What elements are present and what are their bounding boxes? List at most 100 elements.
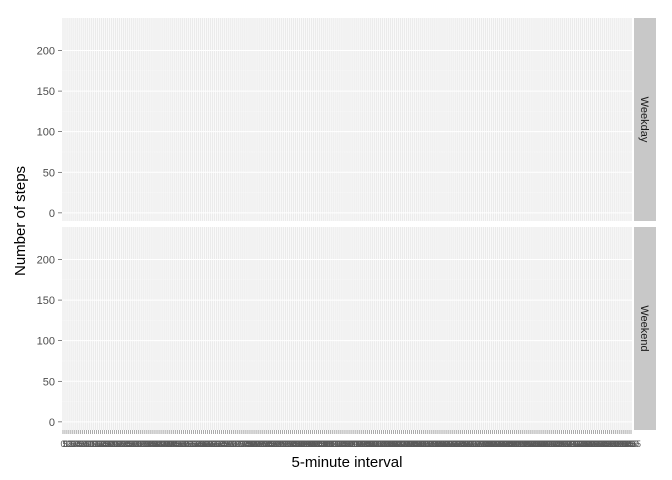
- y-tick-label: 100: [37, 336, 55, 348]
- x-tick-label: 145: [97, 439, 112, 449]
- x-tick-label: 1440: [401, 439, 421, 449]
- panel-background-weekend: [62, 227, 632, 430]
- x-tick-label: 25: [68, 439, 78, 449]
- x-tick-label: 1525: [419, 439, 439, 449]
- x-tick-label: 255: [125, 439, 140, 449]
- y-tick-label: 100: [37, 127, 55, 139]
- y-axis-title: Number of steps: [12, 166, 29, 276]
- x-tick-label: 620: [206, 439, 221, 449]
- x-tick-label: 2110: [556, 439, 575, 449]
- x-tick-label: 1840: [496, 439, 516, 449]
- x-tick-label: 2240: [591, 439, 611, 449]
- x-tick-label: 1500: [409, 439, 429, 449]
- x-tick-label: 515: [180, 439, 195, 449]
- x-tick-label: 1530: [421, 439, 441, 449]
- x-tick-label: 1550: [429, 439, 449, 449]
- x-tick-label: 2200: [575, 439, 595, 449]
- x-tick-label: 1245: [356, 439, 376, 449]
- x-tick-label: 2125: [562, 439, 582, 449]
- x-tick-label: 1010: [294, 439, 314, 449]
- x-tick-label: 1455: [407, 439, 427, 449]
- x-tick-label: 1925: [514, 439, 534, 449]
- x-tick-label: 1620: [441, 439, 461, 449]
- x-tick-label: 1145: [332, 439, 351, 449]
- x-tick-label: 2205: [577, 439, 597, 449]
- x-tick-label: 920: [277, 439, 292, 449]
- x-tick-label: 945: [287, 439, 302, 449]
- strip-weekend: [634, 227, 656, 430]
- x-tick-label: 1005: [292, 439, 312, 449]
- x-tick-label: 1640: [449, 439, 469, 449]
- x-tick-label: 530: [186, 439, 201, 449]
- x-tick-label: 105: [81, 439, 96, 449]
- x-tick-label: 1505: [411, 439, 431, 449]
- x-tick-label: 1610: [437, 439, 457, 449]
- x-tick-label: 500: [174, 439, 189, 449]
- x-tick-label: 615: [204, 439, 219, 449]
- x-tick-label: 1310: [366, 439, 386, 449]
- x-tick-label: 1825: [490, 439, 510, 449]
- x-tick-label: 1035: [304, 439, 324, 449]
- x-tick-label: 1830: [492, 439, 512, 449]
- x-tick-label: 1205: [340, 439, 360, 449]
- x-tick-label: 1815: [486, 439, 506, 449]
- x-tick-label: 1725: [467, 439, 487, 449]
- x-tick-label: 2355: [621, 439, 641, 449]
- x-tick-label: 940: [285, 439, 300, 449]
- x-tick-label: 1050: [310, 439, 330, 449]
- y-axes: 0 50 100 150 200 0 50 100 150 200: [37, 45, 62, 429]
- x-tick-label: 1600: [433, 439, 453, 449]
- x-tick-label: 1810: [484, 439, 504, 449]
- x-tick-label: 450: [170, 439, 185, 449]
- x-tick-label: 1510: [413, 439, 433, 449]
- x-tick-label: 1325: [372, 439, 392, 449]
- x-tick-label: 845: [263, 439, 278, 449]
- x-tick-label: 1115: [321, 439, 340, 449]
- x-tick-label: 120: [87, 439, 102, 449]
- x-tick-label: 2335: [613, 439, 633, 449]
- x-tick-label: 2145: [570, 439, 590, 449]
- y-tick-label: 0: [49, 208, 55, 220]
- x-tick-label: 1945: [522, 439, 542, 449]
- x-tick-label: 1515: [415, 439, 435, 449]
- x-tick-label: 510: [178, 439, 193, 449]
- x-tick-label: 2215: [581, 439, 601, 449]
- x-tick-label: 720: [230, 439, 245, 449]
- x-tick-label: 205: [105, 439, 120, 449]
- x-tick-label: 150: [99, 439, 114, 449]
- x-tick-label: 1710: [461, 439, 481, 449]
- x-tick-label: 1820: [488, 439, 508, 449]
- x-tick-label: 1110: [319, 439, 338, 449]
- x-tick-label: 1730: [469, 439, 489, 449]
- x-tick-label: 2330: [611, 439, 631, 449]
- x-tick-label: 1910: [508, 439, 528, 449]
- x-tick-label: 1635: [447, 439, 467, 449]
- x-tick-label: 15: [64, 439, 74, 449]
- x-tick-label: 1700: [457, 439, 477, 449]
- x-tick-label: 2350: [619, 439, 639, 449]
- y-tick-label: 50: [43, 167, 55, 179]
- x-tick-label: 705: [224, 439, 239, 449]
- x-tick-label: 1605: [435, 439, 455, 449]
- x-tick-label: 905: [271, 439, 286, 449]
- vertical-gridlines: [62, 227, 632, 430]
- x-tick-label: 2255: [597, 439, 617, 449]
- x-tick-label: 130: [91, 439, 106, 449]
- facet-panels: [62, 18, 632, 430]
- x-tick-label: 1350: [382, 439, 402, 449]
- x-tick-label: 1300: [362, 439, 382, 449]
- y-tick-label: 150: [37, 295, 55, 307]
- facet-strips: Weekday Weekend: [634, 18, 656, 430]
- x-tick-label: 1950: [524, 439, 544, 449]
- strip-weekday: [634, 18, 656, 221]
- x-tick-label: 535: [188, 439, 203, 449]
- x-tick-label: 30: [70, 439, 80, 449]
- x-tick-label: 645: [216, 439, 231, 449]
- x-tick-label: 2310: [603, 439, 623, 449]
- x-tick-label: 2220: [583, 439, 603, 449]
- x-tick-label: 550: [194, 439, 209, 449]
- x-tick-label: 1425: [395, 439, 415, 449]
- x-tick-label: 20: [66, 439, 76, 449]
- x-tick-label: 1030: [302, 439, 322, 449]
- x-tick-label: 305: [129, 439, 144, 449]
